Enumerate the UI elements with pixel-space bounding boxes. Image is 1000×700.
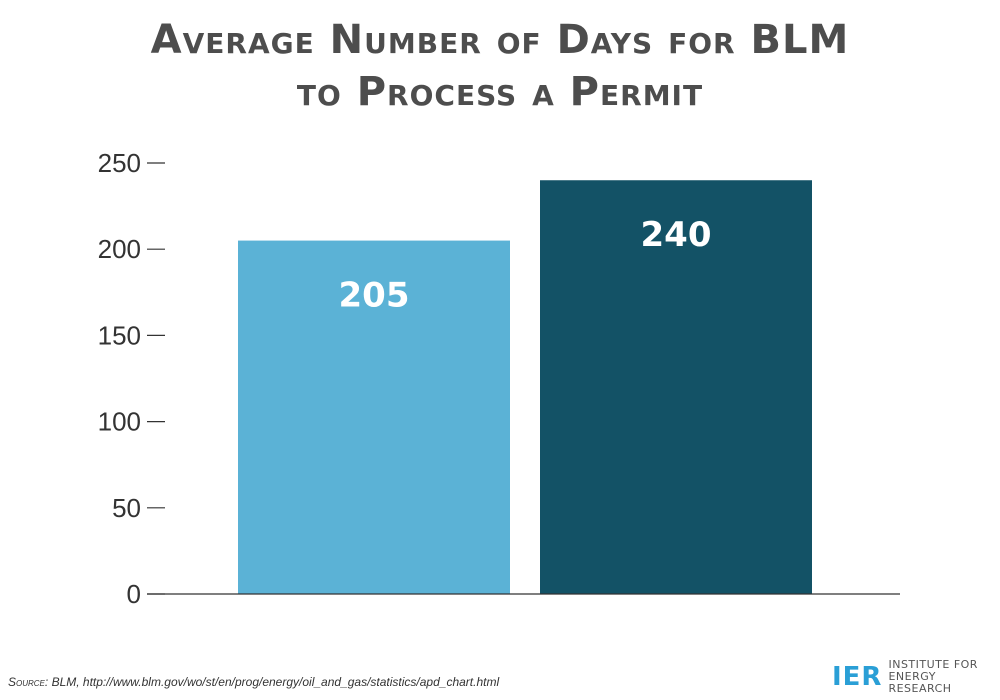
- bar-value-label-1: 205: [339, 276, 410, 316]
- logo-line-2: ENERGY RESEARCH: [888, 670, 952, 695]
- y-tick-label: 50: [112, 493, 141, 523]
- chart-title-line-2: to Process a Permit: [296, 69, 704, 115]
- logo-mark: IER: [832, 662, 883, 692]
- logo-line-1: INSTITUTE FOR: [888, 658, 978, 671]
- chart-title-line-1: Average Number of Days for BLM: [150, 17, 850, 63]
- y-tick-label: 150: [98, 320, 141, 350]
- y-tick-label: 100: [98, 407, 141, 437]
- bar-value-label-2: 240: [641, 215, 712, 255]
- y-axis: 0 50 100 150 200 250: [98, 148, 165, 609]
- chart-title: Average Number of Days for BLM to Proces…: [0, 14, 1000, 118]
- ier-logo: IER INSTITUTE FOR ENERGY RESEARCH: [832, 659, 1000, 695]
- y-tick-label: 200: [98, 234, 141, 264]
- bar-1: [238, 240, 510, 594]
- source-text: BLM, http://www.blm.gov/wo/st/en/prog/en…: [51, 675, 500, 689]
- y-tick-label: 0: [127, 579, 141, 609]
- logo-words: INSTITUTE FOR ENERGY RESEARCH: [888, 659, 1000, 695]
- bars: [238, 180, 812, 595]
- bar-2: [540, 180, 812, 595]
- bar-value-labels: 205 240: [339, 215, 712, 315]
- source-lead: Source:: [8, 675, 49, 689]
- source-note: Source: BLM, http://www.blm.gov/wo/st/en…: [8, 675, 499, 689]
- y-tick-label: 250: [98, 148, 141, 178]
